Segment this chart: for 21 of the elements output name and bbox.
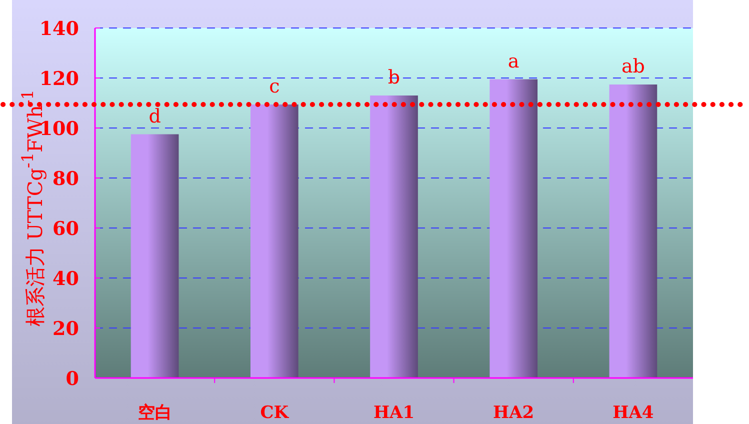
x-tick-label: CK: [260, 403, 290, 423]
annotation: ab: [621, 56, 645, 78]
x-tick-label: HA2: [493, 403, 534, 423]
bar: [490, 79, 538, 378]
bar: [250, 104, 298, 378]
annotation: d: [148, 105, 161, 128]
annotation: c: [269, 76, 280, 98]
x-tick-label: 空白: [138, 403, 172, 423]
x-tick-label: HA1: [373, 403, 415, 423]
y-tick-label: 80: [52, 168, 79, 190]
annotation: a: [508, 50, 520, 72]
bar: [130, 134, 179, 378]
y-tick-label: 60: [52, 218, 79, 240]
y-tick-label: 20: [52, 318, 79, 340]
bar: [609, 84, 658, 378]
y-tick-label: 40: [52, 268, 79, 290]
x-tick-label: HA4: [612, 403, 654, 423]
bar: [370, 96, 418, 378]
y-tick-label: 120: [39, 68, 79, 90]
y-tick-label: 140: [39, 18, 79, 40]
y-tick-label: 0: [66, 368, 79, 390]
